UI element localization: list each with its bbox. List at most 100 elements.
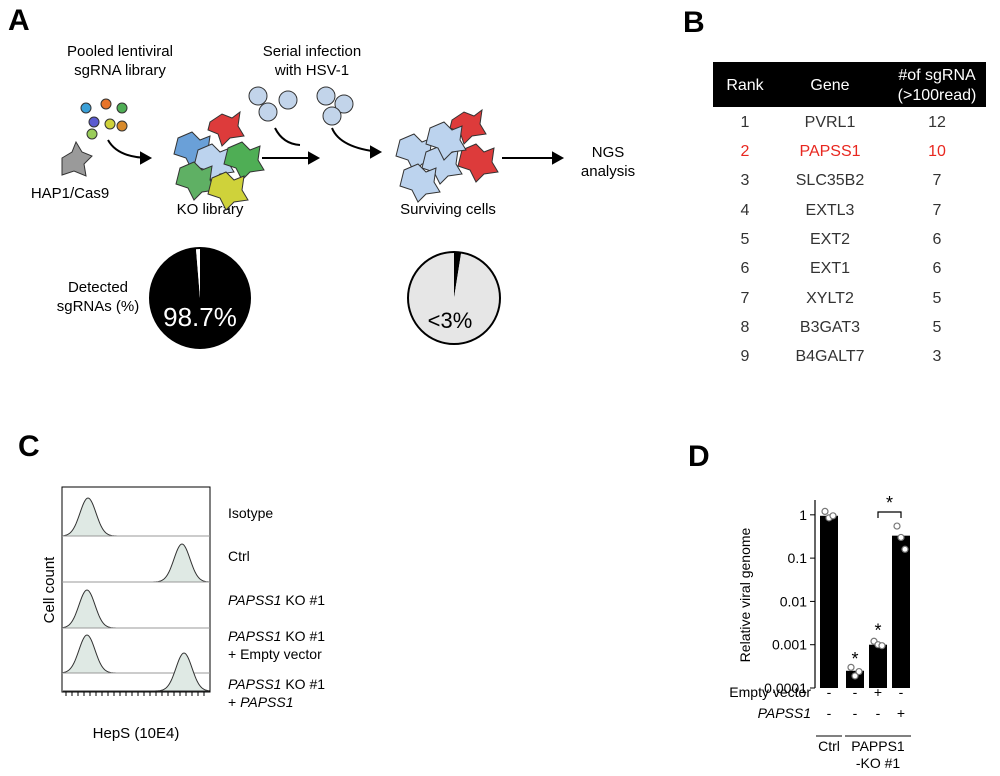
condition-label: PAPSS1 bbox=[758, 705, 811, 721]
label-part: KO #1 bbox=[281, 628, 325, 644]
table-header bbox=[713, 62, 986, 107]
table-cell: 3 bbox=[933, 348, 942, 365]
table-cell: 6 bbox=[741, 260, 750, 277]
group-label: PAPPS1 bbox=[851, 738, 905, 754]
table-cell: 12 bbox=[928, 114, 946, 131]
significance: * bbox=[874, 621, 881, 641]
table-cell: 5 bbox=[933, 319, 942, 336]
y-tick-label: 0.0001 bbox=[764, 680, 807, 696]
pie-slice bbox=[454, 252, 462, 298]
label-part: Isotype bbox=[228, 505, 273, 521]
table-cell: 7 bbox=[933, 202, 942, 219]
pie-outline bbox=[149, 247, 251, 349]
y-tick-label: 1 bbox=[799, 507, 807, 523]
sample-label: + PAPSS1 bbox=[228, 694, 294, 710]
table-cell: SLC35B2 bbox=[796, 172, 865, 189]
panel-label: B bbox=[683, 6, 705, 39]
data-point bbox=[897, 533, 905, 542]
plot-frame bbox=[61, 486, 211, 693]
table-cell: 3 bbox=[741, 172, 750, 189]
table-cell: EXTL3 bbox=[806, 202, 855, 219]
step-text: HAP1/Cas9 bbox=[31, 185, 109, 202]
step-text: sgRNA library bbox=[74, 62, 166, 79]
data-point bbox=[851, 672, 859, 680]
sample-label: Isotype bbox=[228, 505, 273, 521]
data-point bbox=[847, 663, 855, 671]
schematic bbox=[107, 127, 565, 165]
table-cell: 6 bbox=[933, 260, 942, 277]
sample-label: + Empty vector bbox=[228, 646, 322, 662]
y-tick-label: 0.001 bbox=[772, 637, 807, 653]
group-label: -KO #1 bbox=[856, 755, 901, 771]
histogram bbox=[62, 497, 209, 537]
step-text: Serial infection bbox=[263, 43, 361, 60]
bar bbox=[869, 644, 887, 688]
panel-label: D bbox=[688, 440, 710, 473]
condition-sign: - bbox=[876, 705, 881, 721]
header-cell: Gene bbox=[810, 77, 849, 94]
pie-label: 98.7% bbox=[163, 302, 237, 332]
table-cell: 1 bbox=[741, 114, 750, 131]
label-part: PAPSS1 bbox=[228, 592, 281, 608]
step-text: Surviving cells bbox=[400, 201, 496, 218]
pie-caption: sgRNAs (%) bbox=[57, 298, 140, 315]
bracket bbox=[877, 511, 902, 518]
table-cell: 5 bbox=[741, 231, 750, 248]
x-axis-label: HepS (10E4) bbox=[93, 725, 180, 742]
table-cell: 7 bbox=[933, 172, 942, 189]
table-cell: 2 bbox=[741, 143, 750, 160]
pie-slice bbox=[149, 248, 250, 349]
panel-label: A bbox=[8, 4, 30, 37]
y-axis-label: Cell count bbox=[41, 556, 58, 624]
cells bbox=[61, 86, 499, 211]
sample-label: PAPSS1 KO #1 bbox=[228, 676, 325, 692]
label-part: + Empty vector bbox=[228, 646, 322, 662]
condition-sign: - bbox=[899, 684, 904, 700]
step-text: KO library bbox=[177, 201, 244, 218]
condition-sign: - bbox=[827, 705, 832, 721]
table-cell: PAPSS1 bbox=[799, 143, 860, 160]
sample-label: PAPSS1 KO #1 bbox=[228, 628, 325, 644]
bar bbox=[820, 515, 838, 688]
y-tick-label: 0.1 bbox=[788, 550, 808, 566]
table-cell: PVRL1 bbox=[805, 114, 856, 131]
label-part: Ctrl bbox=[228, 548, 250, 564]
table-cell: 9 bbox=[741, 348, 750, 365]
header-cell: #of sgRNA bbox=[898, 67, 976, 84]
label-part: KO #1 bbox=[281, 592, 325, 608]
label-part: PAPSS1 bbox=[228, 676, 281, 692]
data-point bbox=[878, 642, 886, 650]
header-cell: (>100read) bbox=[898, 87, 977, 104]
pie-label: <3% bbox=[428, 308, 473, 333]
table-cell: EXT2 bbox=[810, 231, 850, 248]
table-cell: 4 bbox=[741, 202, 750, 219]
condition-sign: - bbox=[827, 684, 832, 700]
step-text: NGS bbox=[592, 144, 625, 161]
y-axis-label: Relative viral genome bbox=[737, 527, 753, 662]
table-cell: 5 bbox=[933, 290, 942, 307]
histogram bbox=[62, 589, 209, 629]
table-cell: 10 bbox=[928, 143, 946, 160]
step-text: analysis bbox=[581, 163, 635, 180]
y-tick-label: 0.01 bbox=[780, 593, 807, 609]
table-cell: 7 bbox=[741, 290, 750, 307]
label-part: PAPSS1 bbox=[228, 628, 281, 644]
data-point bbox=[855, 667, 863, 676]
condition-sign: + bbox=[874, 684, 882, 700]
table-cell: 6 bbox=[933, 231, 942, 248]
step-text: with HSV-1 bbox=[274, 62, 349, 79]
significance: * bbox=[851, 649, 858, 669]
condition-sign: - bbox=[853, 705, 858, 721]
condition-sign: + bbox=[897, 705, 905, 721]
pie-caption: Detected bbox=[68, 279, 128, 296]
data-point bbox=[821, 507, 829, 515]
condition-label: Empty vector bbox=[729, 684, 811, 700]
table-cell: XYLT2 bbox=[806, 290, 854, 307]
label-part: PAPSS1 bbox=[240, 694, 293, 710]
label-part: + bbox=[228, 694, 240, 710]
pie-slice bbox=[408, 252, 501, 344]
data-point bbox=[893, 522, 901, 530]
data-point bbox=[901, 545, 909, 553]
label-part: KO #1 bbox=[281, 676, 325, 692]
